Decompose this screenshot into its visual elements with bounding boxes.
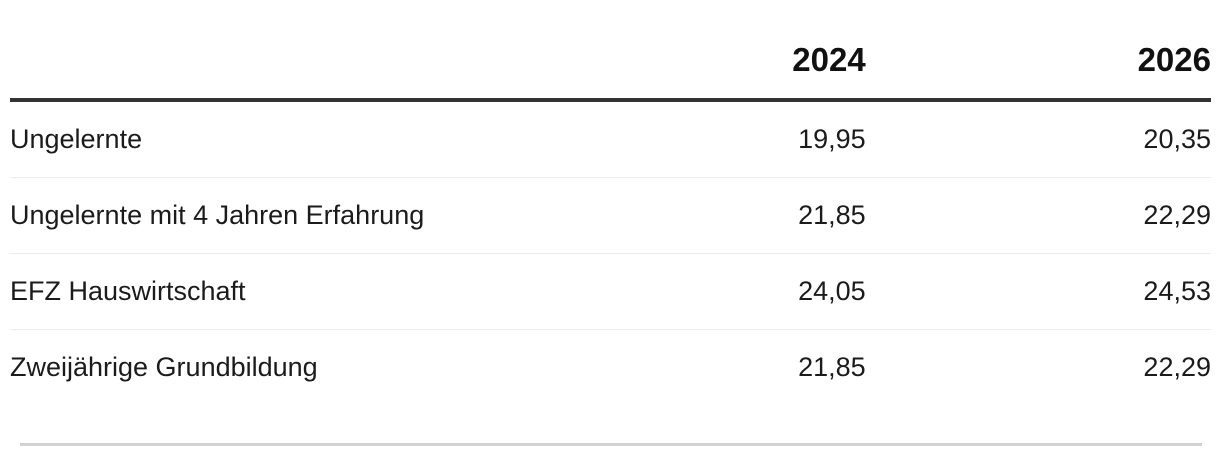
- row-label: EFZ Hauswirtschaft: [10, 253, 521, 330]
- column-header-2024: 2024: [520, 0, 866, 102]
- row-label: Zweijährige Grundbildung: [10, 352, 318, 382]
- cell-value-2026: 20,35: [865, 100, 1211, 178]
- cell-value-2024: 24,05: [520, 253, 866, 330]
- table-row: Ungelernte 19,95 20,35: [10, 100, 1211, 178]
- table-row: Ungelernte mit 4 Jahren Erfahrung 21,85 …: [10, 177, 1211, 254]
- header-row: 2024 2026: [10, 0, 1211, 102]
- table-row: EFZ Hauswirtschaft 24,05 24,53: [10, 253, 1211, 330]
- cell-value-2026: 22,29: [865, 177, 1211, 254]
- table-container: 2024 2026 Ungelernte 19,95 20,35 Ungeler…: [10, 0, 1211, 446]
- row-label: Ungelernte: [10, 100, 521, 178]
- cell-value-2024: 19,95: [520, 100, 866, 178]
- table-row: Zweijährige Grundbildung 21,85 22,29: [10, 330, 1211, 406]
- cell-value-2026: 22,29: [1143, 352, 1211, 382]
- cell-value-2024: 21,85: [798, 352, 866, 382]
- cell-value-2026: 24,53: [865, 253, 1211, 330]
- column-header-empty: [10, 0, 521, 102]
- table-header: 2024 2026: [10, 0, 1211, 102]
- column-header-2026: 2026: [865, 0, 1211, 102]
- salary-table: 2024 2026 Ungelernte 19,95 20,35 Ungeler…: [10, 0, 1211, 405]
- table-bottom-rule: [20, 443, 1202, 446]
- table-body: Ungelernte 19,95 20,35 Ungelernte mit 4 …: [10, 100, 1211, 405]
- cell-value-2024: 21,85: [520, 177, 866, 254]
- row-label: Ungelernte mit 4 Jahren Erfahrung: [10, 177, 521, 254]
